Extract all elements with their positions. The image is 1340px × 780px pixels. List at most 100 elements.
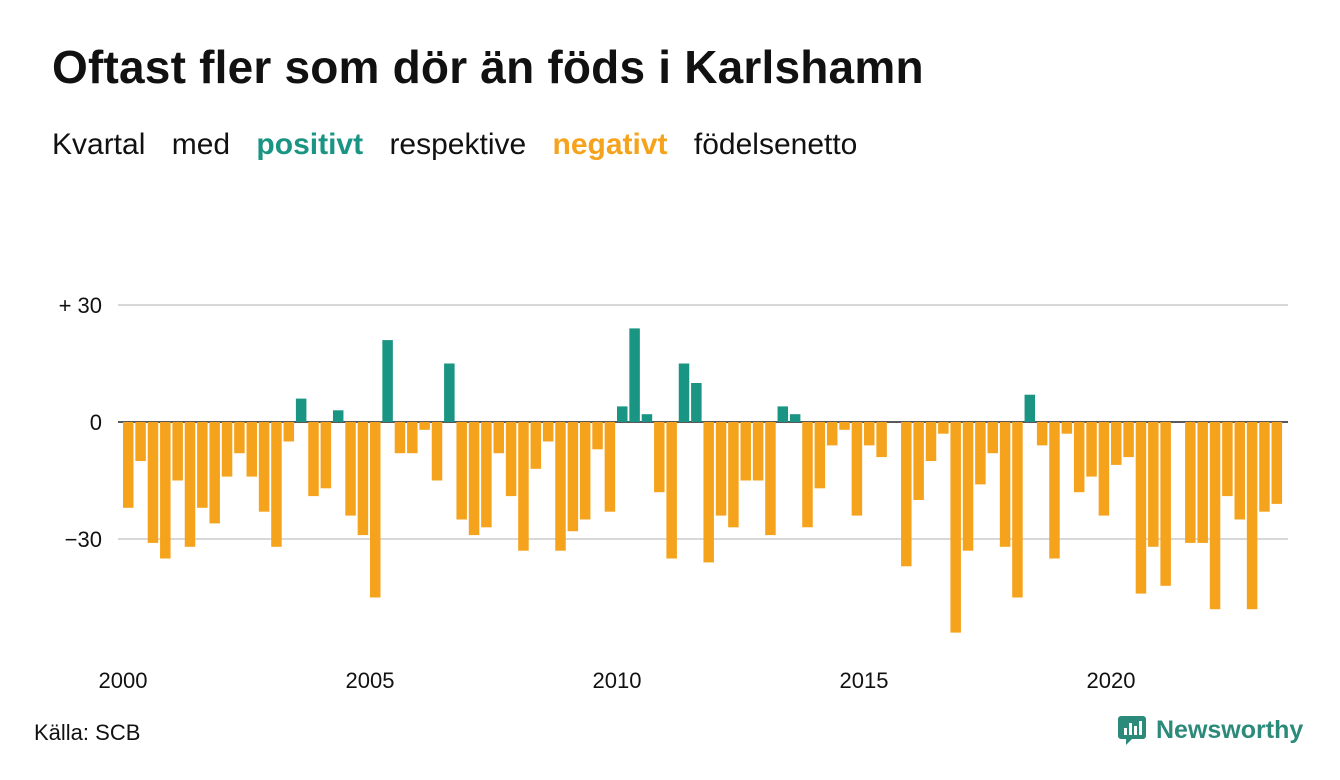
- bar-negative: [147, 422, 159, 543]
- bar-negative: [975, 422, 986, 485]
- bar-negative: [666, 422, 677, 559]
- bar-negative: [1123, 422, 1134, 458]
- bar-negative: [1098, 422, 1110, 516]
- bar-negative: [518, 422, 529, 551]
- bar-negative: [419, 422, 430, 430]
- x-tick-label: 2020: [1087, 668, 1136, 693]
- y-tick-label: + 30: [59, 293, 102, 318]
- subtitle-word: födelsenetto: [693, 128, 858, 161]
- bar-negative: [345, 422, 356, 516]
- bar-negative: [1259, 422, 1270, 512]
- bar-positive: [1024, 394, 1036, 422]
- bar-negative: [1185, 422, 1196, 543]
- y-tick-label: −30: [65, 527, 102, 552]
- bar-negative: [493, 422, 504, 454]
- newsworthy-logo-icon: [1118, 716, 1146, 745]
- bar-positive: [295, 398, 307, 422]
- bar-negative: [567, 422, 579, 532]
- bar-negative: [1086, 422, 1097, 477]
- bar-negative: [728, 422, 739, 528]
- bar-negative: [938, 422, 949, 434]
- subtitle-word: Kvartal: [52, 128, 146, 161]
- bar-negative: [160, 422, 171, 559]
- bar-negative: [394, 422, 406, 454]
- bar-positive: [678, 363, 690, 422]
- bar-negative: [913, 422, 924, 500]
- bar-negative: [752, 422, 764, 481]
- bar-negative: [1061, 422, 1073, 434]
- bar-negative: [234, 422, 245, 454]
- bar-positive: [789, 414, 801, 422]
- subtitle-negative: negativt: [552, 128, 668, 161]
- bar-negative: [654, 422, 665, 493]
- newsworthy-logo: Newsworthy: [1118, 714, 1303, 746]
- bar-negative: [839, 422, 850, 430]
- bar-negative: [468, 422, 480, 536]
- bar-negative: [505, 422, 517, 497]
- bar-negative: [283, 422, 295, 442]
- bar-negative: [962, 422, 974, 551]
- bar-negative: [950, 422, 961, 633]
- bar-negative: [851, 422, 863, 516]
- bar-negative: [1148, 422, 1159, 547]
- bar-negative: [320, 422, 332, 489]
- bar-positive: [617, 406, 628, 422]
- subtitle-positive: positivt: [256, 128, 364, 161]
- bar-negative: [1073, 422, 1085, 493]
- bar-negative: [925, 422, 937, 461]
- bar-negative: [864, 422, 875, 446]
- subtitle-word: respektive: [389, 128, 527, 161]
- bar-negative: [1036, 422, 1048, 446]
- bar-negative: [407, 422, 418, 454]
- chart-subtitle: Kvartal med positivt respektive negativt…: [52, 128, 875, 162]
- bar-negative: [826, 422, 838, 446]
- bar-negative: [740, 422, 751, 481]
- bar-positive: [629, 328, 640, 422]
- bar-negative: [1135, 422, 1147, 594]
- bar-negative: [715, 422, 727, 516]
- bar-positive: [382, 340, 393, 422]
- bar-negative: [123, 422, 134, 508]
- bar-negative: [542, 422, 554, 442]
- bar-negative: [221, 422, 233, 477]
- bar-negative: [1197, 422, 1208, 543]
- source-label: Källa: SCB: [34, 720, 141, 745]
- x-tick-label: 2015: [840, 668, 889, 693]
- bar-negative: [987, 422, 998, 454]
- bar-negative: [481, 422, 492, 528]
- bar-negative: [172, 422, 183, 481]
- bar-chart: + 30 0 −30 2000 2005 2010 2015 2020: [59, 293, 1288, 693]
- bar-negative: [1271, 422, 1283, 504]
- bar-negative: [308, 422, 319, 497]
- bar-negative: [209, 422, 220, 524]
- bar-negative: [901, 422, 912, 567]
- x-tick-label: 2000: [99, 668, 148, 693]
- bar-positive: [444, 363, 455, 422]
- bar-negative: [246, 422, 257, 477]
- bar-negative: [1049, 422, 1060, 559]
- bar-negative: [1111, 422, 1122, 465]
- bar-negative: [1209, 422, 1221, 610]
- bar-negative: [530, 422, 542, 469]
- bar-negative: [814, 422, 826, 489]
- subtitle-word: med: [171, 128, 231, 161]
- y-tick-label: 0: [90, 410, 102, 435]
- bar-negative: [456, 422, 467, 520]
- logo-text: Newsworthy: [1156, 715, 1304, 744]
- bar-negative: [1012, 422, 1023, 598]
- bar-positive: [641, 414, 653, 422]
- bar-negative: [370, 422, 381, 598]
- bar-negative: [604, 422, 616, 512]
- x-tick-label: 2010: [593, 668, 642, 693]
- bar-positive: [332, 410, 344, 422]
- bar-negative: [1234, 422, 1245, 520]
- bar-negative: [765, 422, 776, 536]
- bar-negative: [802, 422, 813, 528]
- bar-negative: [876, 422, 887, 458]
- bar-positive: [777, 406, 789, 422]
- bar-negative: [135, 422, 146, 461]
- bar-negative: [555, 422, 566, 551]
- bar-negative: [258, 422, 270, 512]
- x-tick-label: 2005: [346, 668, 395, 693]
- bar-negative: [703, 422, 714, 563]
